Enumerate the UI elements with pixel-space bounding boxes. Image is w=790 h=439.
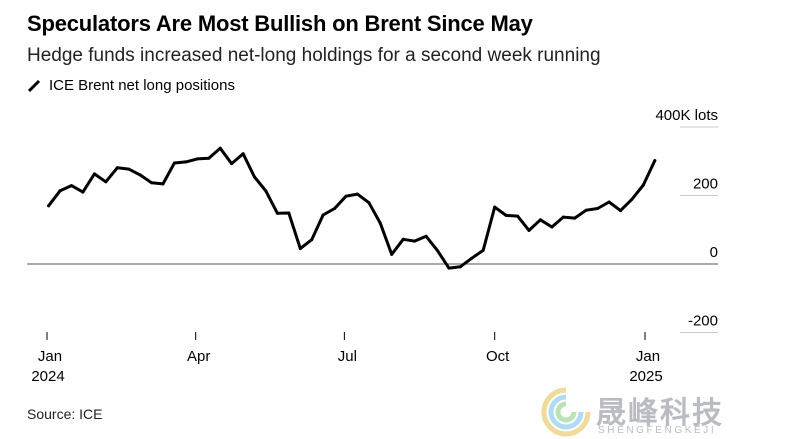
- data-point: [413, 239, 417, 243]
- data-point: [92, 172, 96, 176]
- swirl-logo-icon: [541, 387, 591, 437]
- y-axis: 400K lots 200 0 -200: [655, 107, 718, 330]
- data-point: [127, 167, 131, 171]
- data-point: [470, 256, 474, 260]
- x-tick-label: Oct: [486, 348, 510, 365]
- x-tick-year-label: 2024: [31, 368, 64, 385]
- data-point: [516, 214, 520, 218]
- y-tick-label: 400K lots: [655, 107, 718, 124]
- x-tick-label: Jan: [636, 348, 660, 365]
- data-point: [104, 180, 108, 184]
- data-point: [58, 189, 62, 193]
- data-point: [355, 192, 359, 196]
- x-axis: Jan 2024 Apr Jul Oct Jan 2025: [31, 332, 663, 385]
- data-point: [333, 207, 337, 210]
- data-point: [275, 211, 279, 215]
- y-tick-label: 200: [693, 176, 718, 193]
- series-layer: [47, 146, 657, 270]
- data-point: [527, 228, 531, 232]
- data-point: [653, 159, 657, 163]
- data-point: [81, 190, 85, 194]
- data-point: [344, 194, 348, 198]
- data-point: [561, 215, 565, 219]
- data-point: [184, 160, 188, 164]
- data-point: [195, 157, 199, 161]
- y-tick-label: -200: [688, 313, 718, 330]
- watermark-subtext: SHENGFENGKEJI: [598, 425, 717, 436]
- data-point: [241, 152, 245, 156]
- data-point: [390, 252, 394, 256]
- data-point: [115, 166, 119, 170]
- data-point: [641, 183, 645, 187]
- grid-layer: [27, 126, 718, 333]
- data-point: [378, 221, 382, 225]
- data-point: [607, 200, 611, 204]
- data-point: [310, 238, 314, 242]
- data-point: [458, 265, 462, 269]
- data-point: [172, 161, 176, 165]
- watermark: 晟峰科技 SHENGFENGKEJI: [540, 386, 770, 438]
- data-point: [298, 247, 302, 251]
- legend: ICE Brent net long positions: [27, 77, 235, 94]
- data-point: [493, 205, 497, 209]
- data-point: [436, 249, 439, 253]
- y-tick-label: 0: [710, 244, 718, 261]
- data-point: [584, 208, 588, 212]
- data-point: [321, 213, 325, 217]
- data-point: [596, 207, 600, 210]
- data-point: [550, 225, 554, 229]
- x-tick-year-label: 2025: [629, 368, 662, 385]
- data-point: [447, 266, 451, 270]
- data-point: [218, 146, 222, 150]
- data-point: [538, 218, 542, 222]
- x-tick-label: Jul: [338, 348, 357, 365]
- data-point: [481, 248, 485, 252]
- chart-subtitle: Hedge funds increased net-long holdings …: [27, 45, 601, 66]
- data-point: [630, 197, 634, 201]
- watermark-text: 晟峰科技: [596, 396, 724, 431]
- data-point: [619, 209, 622, 213]
- data-point: [264, 189, 268, 193]
- legend-label: ICE Brent net long positions: [49, 77, 235, 94]
- data-point: [207, 156, 211, 160]
- data-point: [287, 211, 291, 215]
- data-point: [573, 216, 577, 220]
- data-point: [401, 237, 405, 241]
- data-point: [504, 213, 508, 217]
- data-point: [367, 201, 371, 205]
- x-tick-label: Jan: [38, 348, 62, 365]
- data-point: [253, 175, 256, 179]
- series-line: [47, 146, 657, 270]
- x-tick-label: Apr: [187, 348, 210, 365]
- legend-line-icon: [27, 79, 41, 92]
- data-point: [138, 173, 142, 177]
- data-point: [70, 184, 73, 188]
- data-point: [150, 181, 154, 185]
- data-point: [424, 234, 428, 238]
- chart-title: Speculators Are Most Bullish on Brent Si…: [27, 11, 533, 36]
- source-note: Source: ICE: [27, 406, 103, 422]
- data-point: [230, 162, 234, 166]
- data-point: [161, 182, 165, 186]
- data-point: [47, 204, 51, 208]
